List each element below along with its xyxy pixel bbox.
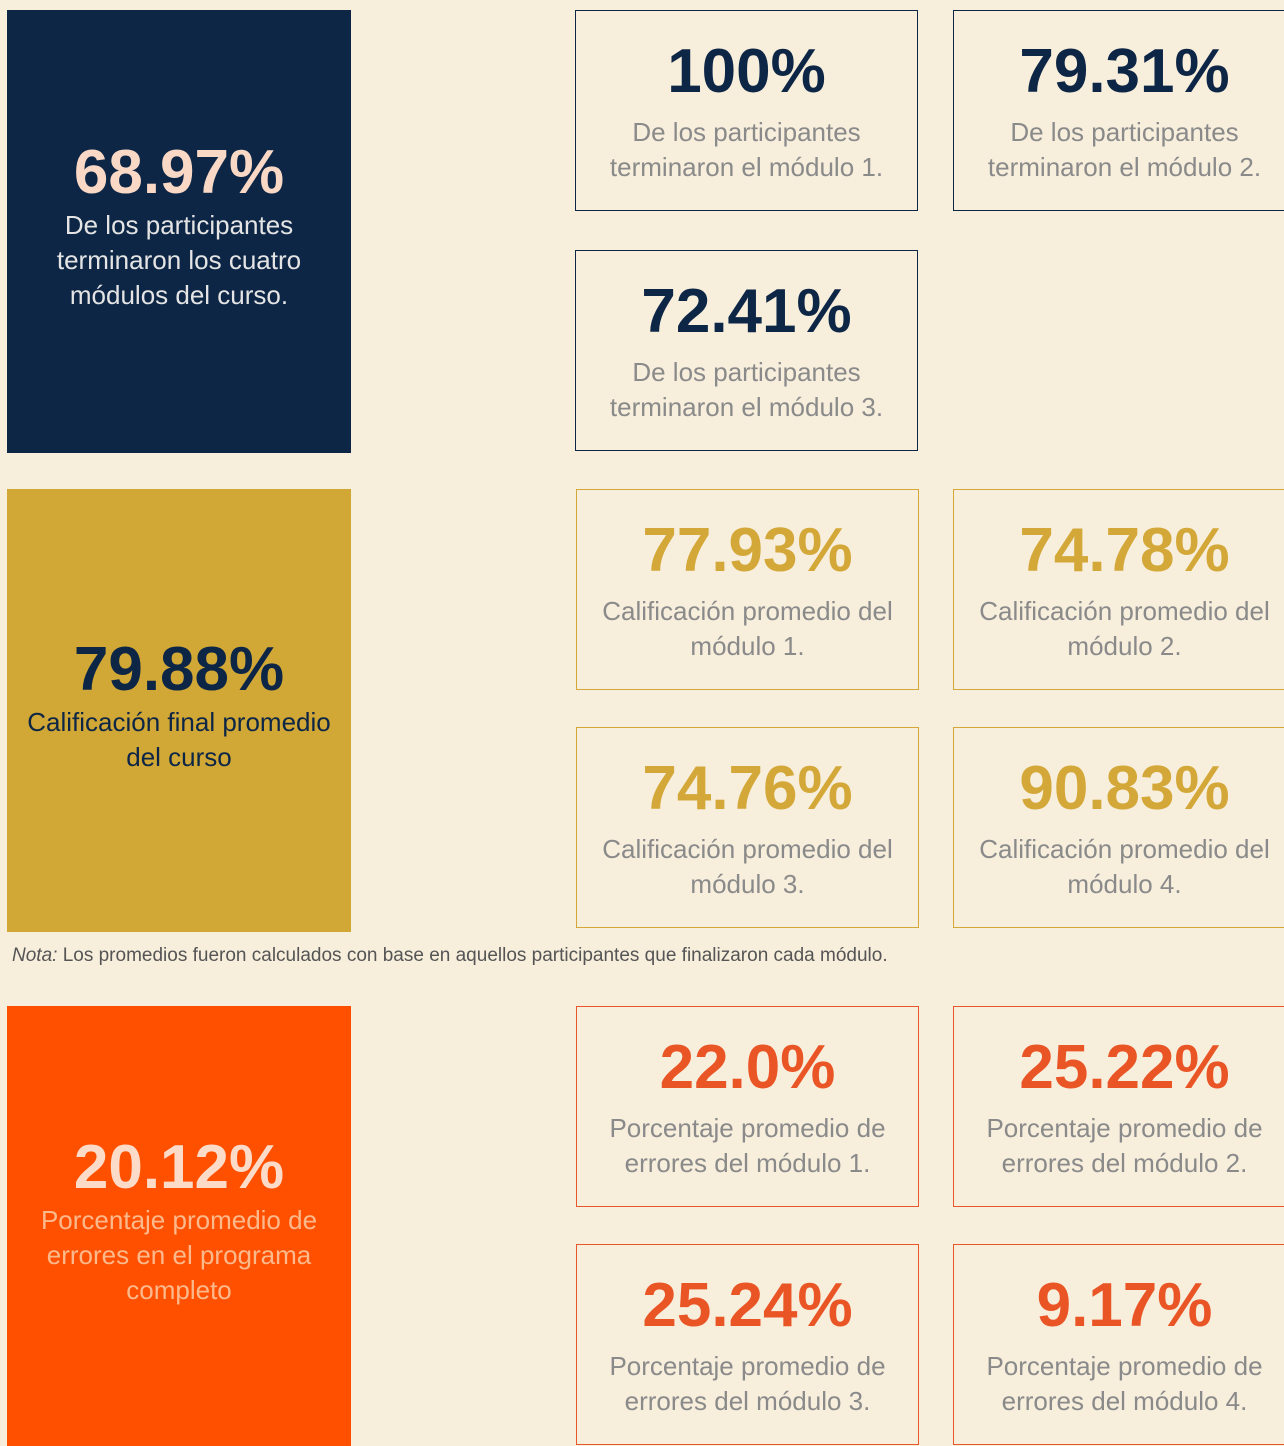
stat-card: 77.93% Calificación promedio del módulo 1… (576, 489, 919, 690)
stat-label: Porcentaje promedio de errores del módul… (609, 1113, 886, 1178)
stat-card: 9.17% Porcentaje promedio de errores del … (953, 1244, 1284, 1445)
stat-card: 90.83% Calificación promedio del módulo 4… (953, 727, 1284, 928)
stat-label: De los participantes terminaron el módul… (987, 117, 1262, 182)
stat-card: 74.78% Calificación promedio del módulo 2… (953, 489, 1284, 690)
summary-label: Porcentaje promedio de errores en el pro… (40, 1204, 318, 1305)
summary-value: 68.97% (73, 138, 285, 207)
stat-label: Porcentaje promedio de errores del módul… (986, 1113, 1263, 1178)
summary-card: 20.12% Porcentaje promedio de errores en … (7, 1006, 351, 1446)
stat-card: 25.24% Porcentaje promedio de errores del… (576, 1244, 919, 1445)
stat-value: 79.31% (1019, 37, 1230, 106)
stat-value: 25.22% (1019, 1033, 1230, 1102)
stat-card: 100% De los participantes terminaron el m… (575, 10, 918, 211)
stat-value: 74.76% (642, 754, 853, 823)
stat-label: Porcentaje promedio de errores del módul… (986, 1351, 1263, 1416)
summary-card: 68.97% De los participantes terminaron lo… (7, 10, 351, 453)
stat-value: 74.78% (1019, 516, 1230, 585)
summary-label: Calificación final promedio del curso (27, 706, 331, 772)
stat-card: 79.31% De los participantes terminaron el… (953, 10, 1284, 211)
summary-label: De los participantes terminaron los cuat… (56, 210, 302, 310)
stat-card: 25.22% Porcentaje promedio de errores del… (953, 1006, 1284, 1207)
note: Nota: Los promedios fueron calculados co… (12, 945, 888, 967)
stat-label: De los participantes terminaron el módul… (609, 357, 884, 422)
stat-card: 74.76% Calificación promedio del módulo 3… (576, 727, 919, 928)
summary-card: 79.88% Calificación final promedio del cu… (7, 489, 351, 932)
stat-label: Calificación promedio del módulo 4. (979, 834, 1270, 899)
stat-card: 72.41% De los participantes terminaron el… (575, 250, 918, 451)
stat-value: 100% (667, 37, 826, 106)
stat-value: 25.24% (642, 1271, 853, 1340)
stat-label: Calificación promedio del módulo 2. (979, 596, 1270, 661)
stat-label: Porcentaje promedio de errores del módul… (609, 1351, 886, 1416)
stat-value: 22.0% (659, 1033, 836, 1102)
note-text: Los promedios fueron calculados con base… (62, 945, 888, 966)
stat-card: 22.0% Porcentaje promedio de errores del … (576, 1006, 919, 1207)
stat-value: 77.93% (642, 516, 853, 585)
stat-value: 90.83% (1019, 754, 1230, 823)
stat-value: 9.17% (1036, 1271, 1213, 1340)
stat-label: De los participantes terminaron el módul… (609, 117, 884, 182)
stat-label: Calificación promedio del módulo 3. (602, 834, 893, 899)
summary-value: 79.88% (73, 634, 285, 704)
summary-value: 20.12% (73, 1132, 285, 1202)
stat-label: Calificación promedio del módulo 1. (602, 596, 893, 661)
note-prefix: Nota: (12, 945, 58, 966)
stat-value: 72.41% (641, 277, 852, 346)
